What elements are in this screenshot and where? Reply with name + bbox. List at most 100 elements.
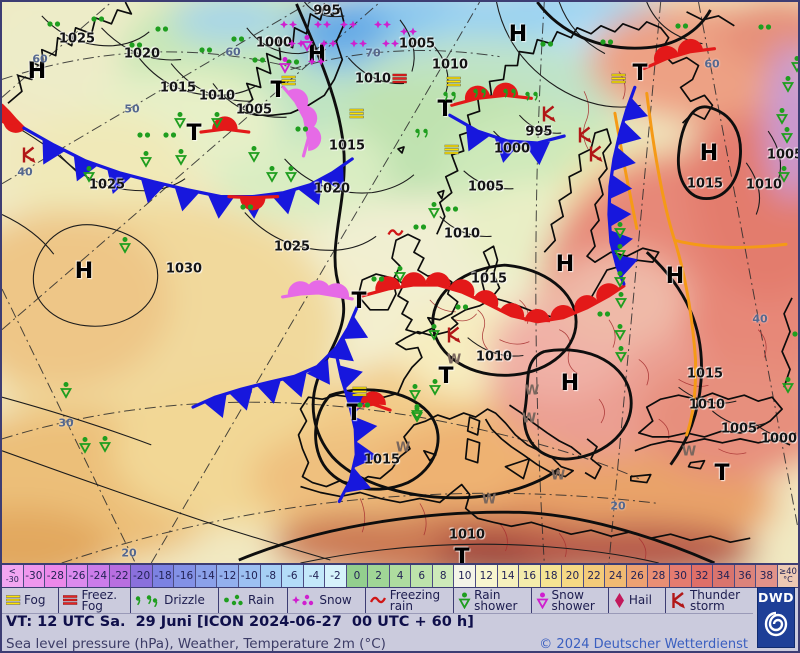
dwd-logo-text: DWD bbox=[757, 590, 795, 605]
warm-sector-label: W bbox=[550, 468, 566, 484]
drizzle-icon bbox=[442, 91, 459, 103]
scale-cell: 6 bbox=[411, 565, 433, 587]
fog-icon bbox=[281, 75, 297, 87]
graticule-label: 50 bbox=[124, 102, 140, 116]
low-center-label: T bbox=[438, 364, 454, 389]
rain-shower-icon bbox=[59, 382, 73, 399]
rain-shower-icon bbox=[614, 346, 628, 363]
rain-icon bbox=[356, 401, 372, 410]
thunderstorm-icon bbox=[21, 146, 38, 165]
pressure-label: 1010 bbox=[475, 349, 513, 365]
rain-icon bbox=[370, 275, 386, 284]
graticule-label: 60 bbox=[32, 52, 48, 66]
legend-item-freez-: Freez. Fog bbox=[59, 588, 132, 613]
pressure-label: 1005 bbox=[766, 147, 798, 163]
rain-shower-icon bbox=[613, 271, 627, 288]
scale-cell: -30 bbox=[23, 565, 46, 587]
rain-icon bbox=[412, 223, 428, 232]
scale-cell: -2 bbox=[325, 565, 347, 587]
pressure-label: 1000 bbox=[255, 35, 293, 51]
pressure-label: 995 bbox=[313, 3, 341, 19]
rain-icon bbox=[539, 40, 555, 49]
pressure-label: 1015 bbox=[363, 452, 401, 468]
rain-icon bbox=[674, 22, 690, 31]
legend-item-hail: Hail bbox=[609, 588, 666, 613]
warm-sector-label: W bbox=[681, 444, 697, 460]
forecast-valid-time: VT: 12 UTC Sa. 29 Juni [ICON 2024-06-27 … bbox=[2, 614, 798, 633]
scale-cell: 26 bbox=[626, 565, 649, 587]
rain-shower-icon bbox=[408, 384, 422, 401]
scale-cell: 4 bbox=[389, 565, 412, 587]
high-center-label: H bbox=[508, 22, 528, 47]
scale-cell: 16 bbox=[519, 565, 541, 587]
rain-icon bbox=[599, 38, 615, 47]
drizzle3-icon bbox=[135, 594, 161, 607]
legend-item-fog: Fog bbox=[2, 588, 60, 613]
pressure-label: 1005 bbox=[720, 421, 758, 437]
pressure-label: 1010 bbox=[688, 397, 726, 413]
fog-icon bbox=[444, 144, 460, 156]
rain-shower-icon bbox=[265, 166, 279, 183]
rain-shower-icon bbox=[775, 108, 789, 125]
rain-shower-icon bbox=[427, 324, 441, 341]
rain-icon bbox=[454, 303, 470, 312]
snow-icon bbox=[381, 39, 399, 49]
pressure-label: 1015 bbox=[328, 138, 366, 154]
pressure-label: 1015 bbox=[686, 366, 724, 382]
low-center-label: T bbox=[632, 61, 648, 86]
low-center-label: T bbox=[351, 289, 367, 314]
scale-cell: < -30 bbox=[2, 565, 24, 587]
rain-icon bbox=[239, 203, 255, 212]
graticule-label: 40 bbox=[752, 312, 768, 326]
snow3-icon bbox=[292, 594, 316, 607]
temperature-scale: < -30 -30 -28 -26 -24 -22 -20 -18 -16 -14 -12 -10 -8-… bbox=[2, 563, 798, 588]
rain-shower-icon bbox=[174, 149, 188, 166]
scale-cell: -22 bbox=[109, 565, 132, 587]
snow-icon bbox=[307, 57, 325, 67]
rain-shower-icon bbox=[210, 112, 224, 129]
snow-icon bbox=[319, 39, 337, 49]
scale-cell: 24 bbox=[605, 565, 627, 587]
rain-icon bbox=[154, 25, 170, 34]
rain-icon bbox=[791, 330, 798, 339]
rain-shower-icon bbox=[427, 202, 441, 219]
rain-shower-icon bbox=[614, 292, 628, 309]
rain-icon bbox=[136, 131, 152, 140]
pressure-label: 1020 bbox=[313, 181, 351, 197]
scale-cell: 12 bbox=[476, 565, 498, 587]
rain-icon bbox=[294, 125, 310, 134]
dwd-logo: DWD bbox=[757, 587, 795, 648]
rain-shower-icon bbox=[410, 406, 424, 423]
scale-cell: 2 bbox=[368, 565, 390, 587]
thunderstorm-icon bbox=[577, 126, 594, 145]
scale-cell: 34 bbox=[713, 565, 735, 587]
scale-cell: -8 bbox=[260, 565, 283, 587]
warm-sector-label: W bbox=[524, 383, 540, 399]
fog-icon bbox=[349, 108, 365, 120]
pressure-label: 1030 bbox=[165, 261, 203, 277]
rain-shower-icon bbox=[613, 324, 627, 341]
rain-shower-icon bbox=[98, 436, 112, 453]
weather-symbols-legend: Fog Freez. Fog Drizzle Rain Snow Freezing… bbox=[2, 588, 753, 614]
graticule-label: 60 bbox=[704, 57, 720, 71]
copyright: © 2024 Deutscher Wetterdienst bbox=[539, 636, 748, 652]
rain3-icon bbox=[223, 594, 245, 607]
high-center-label: H bbox=[665, 264, 685, 289]
pressure-label: 1015 bbox=[686, 176, 724, 192]
snow-icon bbox=[373, 20, 391, 30]
freezing-fog-icon bbox=[392, 73, 408, 85]
low-center-label: T bbox=[437, 97, 453, 122]
pressure-label: 1010 bbox=[354, 71, 392, 87]
weather-map: 1025 1020 1015 1010 1005 995 1000 1005 1010 1010 1… bbox=[2, 2, 798, 563]
scale-cell: 30 bbox=[669, 565, 692, 587]
pressure-label: 1010 bbox=[198, 88, 236, 104]
pressure-label: 1000 bbox=[493, 141, 531, 157]
low-center-label: T bbox=[346, 401, 362, 426]
chart-description-row: Sea level pressure (hPa), Weather, Tempe… bbox=[2, 633, 798, 652]
snow-icon bbox=[339, 20, 357, 30]
snow-shower-icon bbox=[278, 57, 292, 74]
legend-item-rain: Rain shower bbox=[454, 588, 532, 613]
pressure-label: 1015 bbox=[470, 271, 508, 287]
scale-cell: ≥40 °C bbox=[777, 565, 798, 587]
fog-icon bbox=[611, 73, 627, 85]
